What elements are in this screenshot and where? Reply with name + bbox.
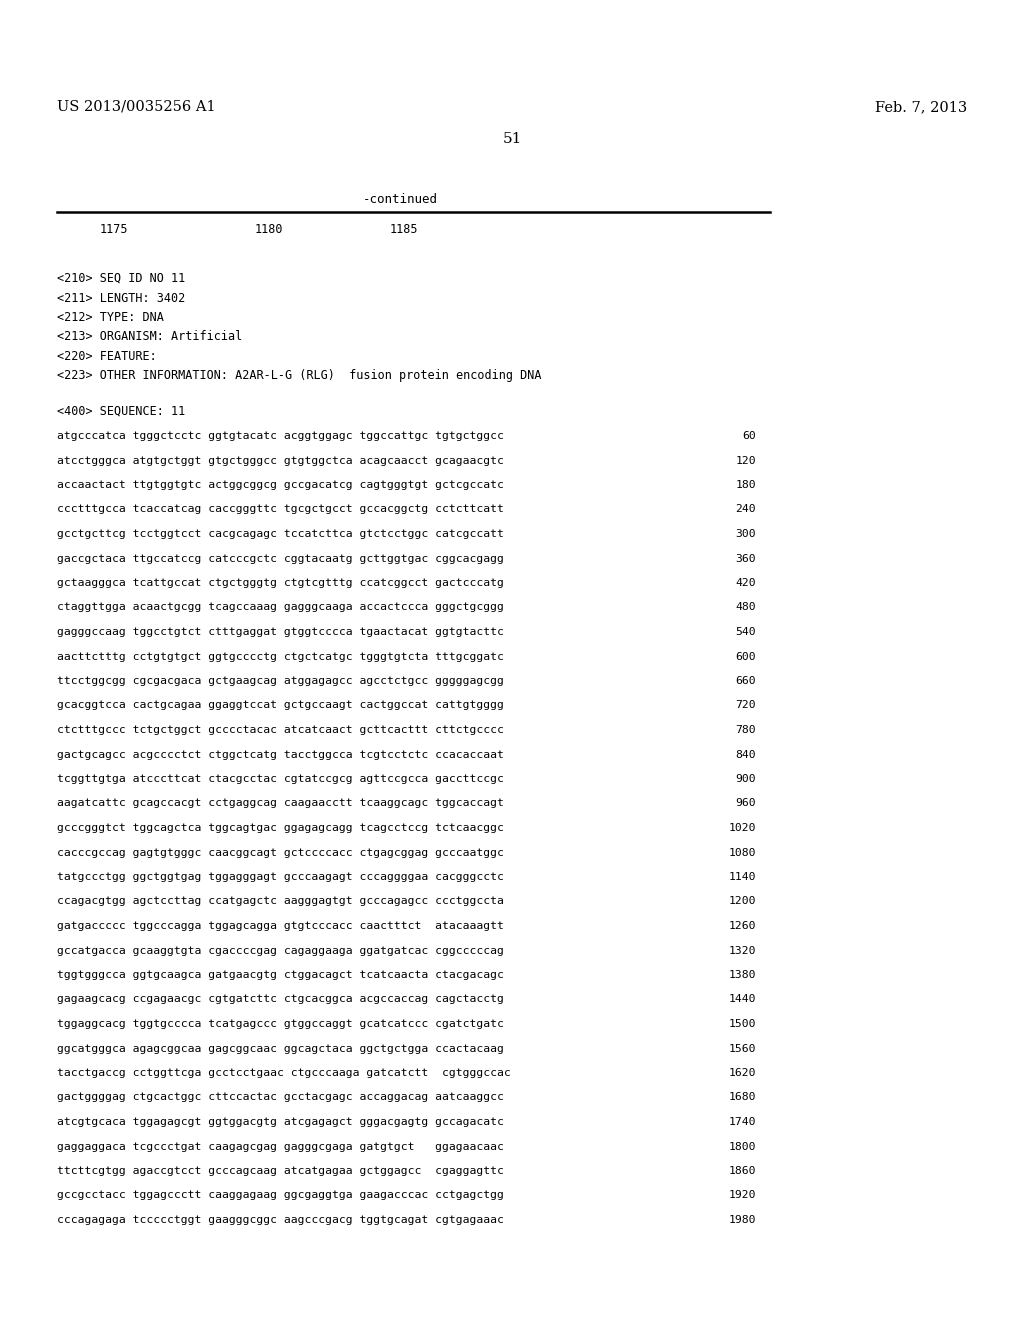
Text: gactggggag ctgcactggc cttccactac gcctacgagc accaggacag aatcaaggcc: gactggggag ctgcactggc cttccactac gcctacg… xyxy=(57,1093,504,1102)
Text: 120: 120 xyxy=(735,455,756,466)
Text: tcggttgtga atcccttcat ctacgcctac cgtatccgcg agttccgcca gaccttccgc: tcggttgtga atcccttcat ctacgcctac cgtatcc… xyxy=(57,774,504,784)
Text: 1175: 1175 xyxy=(100,223,128,236)
Text: 1200: 1200 xyxy=(728,896,756,907)
Text: <212> TYPE: DNA: <212> TYPE: DNA xyxy=(57,312,164,323)
Text: gcacggtcca cactgcagaa ggaggtccat gctgccaagt cactggccat cattgtgggg: gcacggtcca cactgcagaa ggaggtccat gctgcca… xyxy=(57,701,504,710)
Text: gaccgctaca ttgccatccg catcccgctc cggtacaatg gcttggtgac cggcacgagg: gaccgctaca ttgccatccg catcccgctc cggtaca… xyxy=(57,553,504,564)
Text: 1860: 1860 xyxy=(728,1166,756,1176)
Text: <213> ORGANISM: Artificial: <213> ORGANISM: Artificial xyxy=(57,330,243,343)
Text: 60: 60 xyxy=(742,432,756,441)
Text: 1320: 1320 xyxy=(728,945,756,956)
Text: ctaggttgga acaactgcgg tcagccaaag gagggcaaga accactccca gggctgcggg: ctaggttgga acaactgcgg tcagccaaag gagggca… xyxy=(57,602,504,612)
Text: <211> LENGTH: 3402: <211> LENGTH: 3402 xyxy=(57,292,185,305)
Text: ccagacgtgg agctccttag ccatgagctc aagggagtgt gcccagagcc ccctggccta: ccagacgtgg agctccttag ccatgagctc aagggag… xyxy=(57,896,504,907)
Text: cccagagaga tccccctggt gaagggcggc aagcccgacg tggtgcagat cgtgagaaac: cccagagaga tccccctggt gaagggcggc aagcccg… xyxy=(57,1214,504,1225)
Text: Feb. 7, 2013: Feb. 7, 2013 xyxy=(874,100,967,114)
Text: atgcccatca tgggctcctc ggtgtacatc acggtggagc tggccattgc tgtgctggcc: atgcccatca tgggctcctc ggtgtacatc acggtgg… xyxy=(57,432,504,441)
Text: gccgcctacc tggagccctt caaggagaag ggcgaggtga gaagacccac cctgagctgg: gccgcctacc tggagccctt caaggagaag ggcgagg… xyxy=(57,1191,504,1200)
Text: 1440: 1440 xyxy=(728,994,756,1005)
Text: 180: 180 xyxy=(735,480,756,490)
Text: <210> SEQ ID NO 11: <210> SEQ ID NO 11 xyxy=(57,272,185,285)
Text: tggaggcacg tggtgcccca tcatgagccc gtggccaggt gcatcatccc cgatctgatc: tggaggcacg tggtgcccca tcatgagccc gtggcca… xyxy=(57,1019,504,1030)
Text: 51: 51 xyxy=(503,132,521,147)
Text: 480: 480 xyxy=(735,602,756,612)
Text: 1185: 1185 xyxy=(390,223,419,236)
Text: gaggaggaca tcgccctgat caagagcgag gagggcgaga gatgtgct   ggagaacaac: gaggaggaca tcgccctgat caagagcgag gagggcg… xyxy=(57,1142,504,1151)
Text: ttcctggcgg cgcgacgaca gctgaagcag atggagagcc agcctctgcc gggggagcgg: ttcctggcgg cgcgacgaca gctgaagcag atggaga… xyxy=(57,676,504,686)
Text: US 2013/0035256 A1: US 2013/0035256 A1 xyxy=(57,100,216,114)
Text: 900: 900 xyxy=(735,774,756,784)
Text: atcctgggca atgtgctggt gtgctgggcc gtgtggctca acagcaacct gcagaacgtc: atcctgggca atgtgctggt gtgctgggcc gtgtggc… xyxy=(57,455,504,466)
Text: 1260: 1260 xyxy=(728,921,756,931)
Text: ggcatgggca agagcggcaa gagcggcaac ggcagctaca ggctgctgga ccactacaag: ggcatgggca agagcggcaa gagcggcaac ggcagct… xyxy=(57,1044,504,1053)
Text: tatgccctgg ggctggtgag tggagggagt gcccaagagt cccaggggaa cacgggcctc: tatgccctgg ggctggtgag tggagggagt gcccaag… xyxy=(57,873,504,882)
Text: 240: 240 xyxy=(735,504,756,515)
Text: 1800: 1800 xyxy=(728,1142,756,1151)
Text: ccctttgcca tcaccatcag caccgggttc tgcgctgcct gccacggctg cctcttcatt: ccctttgcca tcaccatcag caccgggttc tgcgctg… xyxy=(57,504,504,515)
Text: 840: 840 xyxy=(735,750,756,759)
Text: 540: 540 xyxy=(735,627,756,638)
Text: 1560: 1560 xyxy=(728,1044,756,1053)
Text: gatgaccccc tggcccagga tggagcagga gtgtcccacc caactttct  atacaaagtt: gatgaccccc tggcccagga tggagcagga gtgtccc… xyxy=(57,921,504,931)
Text: gagggccaag tggcctgtct ctttgaggat gtggtcccca tgaactacat ggtgtacttc: gagggccaag tggcctgtct ctttgaggat gtggtcc… xyxy=(57,627,504,638)
Text: gcccgggtct tggcagctca tggcagtgac ggagagcagg tcagcctccg tctcaacggc: gcccgggtct tggcagctca tggcagtgac ggagagc… xyxy=(57,822,504,833)
Text: 1140: 1140 xyxy=(728,873,756,882)
Text: 1020: 1020 xyxy=(728,822,756,833)
Text: tggtgggcca ggtgcaagca gatgaacgtg ctggacagct tcatcaacta ctacgacagc: tggtgggcca ggtgcaagca gatgaacgtg ctggaca… xyxy=(57,970,504,979)
Text: 1920: 1920 xyxy=(728,1191,756,1200)
Text: 360: 360 xyxy=(735,553,756,564)
Text: <400> SEQUENCE: 11: <400> SEQUENCE: 11 xyxy=(57,405,185,418)
Text: 1620: 1620 xyxy=(728,1068,756,1078)
Text: 1500: 1500 xyxy=(728,1019,756,1030)
Text: 780: 780 xyxy=(735,725,756,735)
Text: gcctgcttcg tcctggtcct cacgcagagc tccatcttca gtctcctggc catcgccatt: gcctgcttcg tcctggtcct cacgcagagc tccatct… xyxy=(57,529,504,539)
Text: 960: 960 xyxy=(735,799,756,808)
Text: 1380: 1380 xyxy=(728,970,756,979)
Text: 1080: 1080 xyxy=(728,847,756,858)
Text: aacttctttg cctgtgtgct ggtgcccctg ctgctcatgc tgggtgtcta tttgcggatc: aacttctttg cctgtgtgct ggtgcccctg ctgctca… xyxy=(57,652,504,661)
Text: 1740: 1740 xyxy=(728,1117,756,1127)
Text: gactgcagcc acgcccctct ctggctcatg tacctggcca tcgtcctctc ccacaccaat: gactgcagcc acgcccctct ctggctcatg tacctgg… xyxy=(57,750,504,759)
Text: <223> OTHER INFORMATION: A2AR-L-G (RLG)  fusion protein encoding DNA: <223> OTHER INFORMATION: A2AR-L-G (RLG) … xyxy=(57,370,542,383)
Text: 1680: 1680 xyxy=(728,1093,756,1102)
Text: atcgtgcaca tggagagcgt ggtggacgtg atcgagagct gggacgagtg gccagacatc: atcgtgcaca tggagagcgt ggtggacgtg atcgaga… xyxy=(57,1117,504,1127)
Text: 300: 300 xyxy=(735,529,756,539)
Text: tacctgaccg cctggttcga gcctcctgaac ctgcccaaga gatcatctt  cgtgggccac: tacctgaccg cctggttcga gcctcctgaac ctgccc… xyxy=(57,1068,511,1078)
Text: -continued: -continued xyxy=(362,193,437,206)
Text: gagaagcacg ccgagaacgc cgtgatcttc ctgcacggca acgccaccag cagctacctg: gagaagcacg ccgagaacgc cgtgatcttc ctgcacg… xyxy=(57,994,504,1005)
Text: aagatcattc gcagccacgt cctgaggcag caagaacctt tcaaggcagc tggcaccagt: aagatcattc gcagccacgt cctgaggcag caagaac… xyxy=(57,799,504,808)
Text: 660: 660 xyxy=(735,676,756,686)
Text: accaactact ttgtggtgtc actggcggcg gccgacatcg cagtgggtgt gctcgccatc: accaactact ttgtggtgtc actggcggcg gccgaca… xyxy=(57,480,504,490)
Text: cacccgccag gagtgtgggc caacggcagt gctccccacc ctgagcggag gcccaatggc: cacccgccag gagtgtgggc caacggcagt gctcccc… xyxy=(57,847,504,858)
Text: 720: 720 xyxy=(735,701,756,710)
Text: gctaagggca tcattgccat ctgctgggtg ctgtcgtttg ccatcggcct gactcccatg: gctaagggca tcattgccat ctgctgggtg ctgtcgt… xyxy=(57,578,504,587)
Text: ttcttcgtgg agaccgtcct gcccagcaag atcatgagaa gctggagcc  cgaggagttc: ttcttcgtgg agaccgtcct gcccagcaag atcatga… xyxy=(57,1166,504,1176)
Text: ctctttgccc tctgctggct gcccctacac atcatcaact gcttcacttt cttctgcccc: ctctttgccc tctgctggct gcccctacac atcatca… xyxy=(57,725,504,735)
Text: 420: 420 xyxy=(735,578,756,587)
Text: gccatgacca gcaaggtgta cgaccccgag cagaggaaga ggatgatcac cggcccccag: gccatgacca gcaaggtgta cgaccccgag cagagga… xyxy=(57,945,504,956)
Text: 600: 600 xyxy=(735,652,756,661)
Text: 1180: 1180 xyxy=(255,223,284,236)
Text: 1980: 1980 xyxy=(728,1214,756,1225)
Text: <220> FEATURE:: <220> FEATURE: xyxy=(57,350,157,363)
